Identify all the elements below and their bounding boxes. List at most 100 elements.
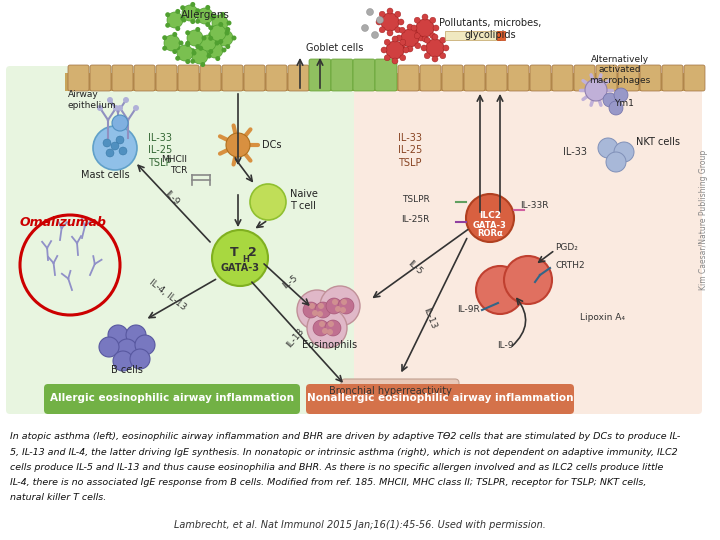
Circle shape <box>205 53 210 58</box>
Circle shape <box>215 56 220 61</box>
Circle shape <box>215 40 220 45</box>
Text: CRTH2: CRTH2 <box>555 260 585 269</box>
FancyBboxPatch shape <box>354 66 702 414</box>
Circle shape <box>108 325 128 345</box>
Text: IL-25R: IL-25R <box>402 215 430 225</box>
Circle shape <box>192 51 197 56</box>
Circle shape <box>106 149 114 157</box>
FancyBboxPatch shape <box>306 384 574 414</box>
Circle shape <box>180 5 185 10</box>
Circle shape <box>318 303 324 309</box>
Circle shape <box>307 308 347 348</box>
Bar <box>497 31 505 40</box>
Circle shape <box>381 13 399 31</box>
Circle shape <box>609 101 623 115</box>
Circle shape <box>466 194 514 242</box>
Circle shape <box>175 26 180 31</box>
Circle shape <box>190 48 195 53</box>
Circle shape <box>226 133 250 157</box>
Circle shape <box>119 147 127 155</box>
Circle shape <box>297 290 337 330</box>
Text: IL-9R: IL-9R <box>457 306 480 314</box>
Circle shape <box>430 33 436 39</box>
Text: IL-5: IL-5 <box>281 273 300 291</box>
Circle shape <box>200 62 205 67</box>
Circle shape <box>361 24 369 31</box>
Circle shape <box>175 45 180 50</box>
Circle shape <box>222 48 227 52</box>
Circle shape <box>126 325 146 345</box>
Circle shape <box>401 29 419 47</box>
Circle shape <box>415 27 420 33</box>
Text: 5, IL-13 and IL-4, the latter driving IgE synthesis. In nonatopic or intrinsic a: 5, IL-13 and IL-4, the latter driving Ig… <box>10 448 678 457</box>
Circle shape <box>379 27 385 33</box>
Circle shape <box>340 307 346 313</box>
Circle shape <box>504 256 552 304</box>
Text: IL-33
IL-25
TSLP: IL-33 IL-25 TSLP <box>148 133 172 168</box>
Circle shape <box>614 142 634 162</box>
Circle shape <box>398 19 404 25</box>
FancyBboxPatch shape <box>574 65 595 91</box>
Circle shape <box>162 35 167 40</box>
Circle shape <box>400 55 406 61</box>
Text: IL-33R: IL-33R <box>520 200 549 210</box>
Text: Alternatively
activated
macrophages: Alternatively activated macrophages <box>590 55 651 85</box>
Circle shape <box>384 55 390 61</box>
Circle shape <box>315 302 331 318</box>
Circle shape <box>133 105 139 111</box>
Circle shape <box>210 26 215 31</box>
Circle shape <box>232 36 236 40</box>
FancyBboxPatch shape <box>398 65 419 91</box>
Circle shape <box>415 43 420 49</box>
Circle shape <box>198 35 203 40</box>
Circle shape <box>400 39 406 45</box>
Text: GATA-3: GATA-3 <box>473 220 507 230</box>
Circle shape <box>172 49 177 54</box>
Circle shape <box>317 311 323 317</box>
Circle shape <box>250 184 286 220</box>
Text: Lipoxin A₄: Lipoxin A₄ <box>580 314 625 322</box>
Circle shape <box>103 139 111 147</box>
FancyBboxPatch shape <box>156 65 177 91</box>
Circle shape <box>381 47 387 53</box>
FancyBboxPatch shape <box>552 65 573 91</box>
Text: IL-9: IL-9 <box>163 189 181 207</box>
Circle shape <box>210 15 215 20</box>
Circle shape <box>197 8 213 24</box>
Circle shape <box>111 142 119 150</box>
Circle shape <box>202 36 207 40</box>
Circle shape <box>117 105 123 111</box>
Circle shape <box>185 42 190 47</box>
FancyBboxPatch shape <box>341 379 459 409</box>
Text: IL-4, there is no associated IgE response from B cells. Modified from ref. 185. : IL-4, there is no associated IgE respons… <box>10 478 647 487</box>
Circle shape <box>303 302 319 318</box>
Circle shape <box>422 14 428 20</box>
Circle shape <box>164 35 180 51</box>
FancyBboxPatch shape <box>618 65 639 91</box>
Circle shape <box>185 41 190 46</box>
Text: cells produce IL-5 and IL-13 and thus cause eosinophilia and BHR. As there is no: cells produce IL-5 and IL-13 and thus ca… <box>10 463 663 472</box>
Text: Allergic eosinophilic airway inflammation: Allergic eosinophilic airway inflammatio… <box>50 393 294 403</box>
Circle shape <box>190 19 195 24</box>
FancyBboxPatch shape <box>288 65 309 91</box>
Text: Allergens: Allergens <box>181 10 230 20</box>
Circle shape <box>205 42 210 47</box>
Circle shape <box>433 25 439 31</box>
Text: IL-33: IL-33 <box>563 147 587 157</box>
Text: IL-4, IL-13: IL-4, IL-13 <box>148 278 188 312</box>
Text: T: T <box>230 246 238 260</box>
Circle shape <box>116 136 124 144</box>
Circle shape <box>187 30 203 46</box>
Circle shape <box>175 9 180 14</box>
FancyBboxPatch shape <box>353 59 375 91</box>
Circle shape <box>432 56 438 62</box>
Text: Naive
T cell: Naive T cell <box>290 189 318 211</box>
Text: Ym1: Ym1 <box>614 98 634 107</box>
Circle shape <box>165 12 170 17</box>
Circle shape <box>217 30 233 46</box>
Circle shape <box>443 45 449 51</box>
Circle shape <box>426 39 444 57</box>
Text: MHCII
TCR: MHCII TCR <box>161 156 187 175</box>
Circle shape <box>309 303 315 309</box>
Text: B cells: B cells <box>111 365 143 375</box>
